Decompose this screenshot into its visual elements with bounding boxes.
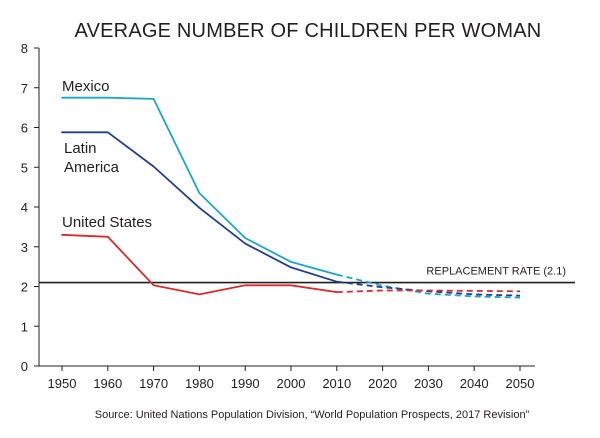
x-tick-label: 1980 <box>185 376 214 391</box>
x-axis: 1950 1960 1970 1980 1990 2000 2010 2020 2030 2040… <box>39 365 535 391</box>
replacement-rate-reference: REPLACEMENT RATE (2.1) <box>39 266 575 284</box>
y-tick-label: 1 <box>21 319 28 334</box>
series-line-historical <box>61 131 338 283</box>
series-labels: Mexico Latin America United States <box>62 78 152 231</box>
series-line-projection <box>336 273 521 299</box>
series-line-historical <box>61 233 338 296</box>
x-tick-label: 2020 <box>368 376 397 391</box>
series-mexico <box>61 96 521 299</box>
series-label: Mexico <box>62 78 110 95</box>
x-tick-label: 1960 <box>93 376 122 391</box>
y-tick-label: 3 <box>21 240 28 255</box>
series-line-projection <box>336 289 521 293</box>
y-tick-label: 5 <box>21 160 28 175</box>
series-label: Latin <box>64 140 97 157</box>
series-united-states <box>61 233 521 296</box>
x-tick-label: 2000 <box>277 376 306 391</box>
y-tick-label: 7 <box>21 81 28 96</box>
y-tick-label: 6 <box>21 121 28 136</box>
chart-title: AVERAGE NUMBER OF CHILDREN PER WOMAN <box>75 20 542 42</box>
y-tick-label: 8 <box>21 41 28 56</box>
series-label: United States <box>62 214 152 231</box>
x-tick-label: 2030 <box>414 376 443 391</box>
y-tick-label: 0 <box>21 359 28 374</box>
x-tick-label: 2040 <box>460 376 489 391</box>
y-tick-label: 4 <box>21 200 28 215</box>
x-tick-label: 1990 <box>231 376 260 391</box>
y-tick-label: 2 <box>21 280 28 295</box>
source-note: Source: United Nations Population Divisi… <box>95 409 530 421</box>
y-axis: 0 1 2 3 4 5 6 7 8 <box>21 41 40 374</box>
x-tick-label: 1970 <box>139 376 168 391</box>
series-label: America <box>64 159 120 176</box>
replacement-rate-label: REPLACEMENT RATE (2.1) <box>426 266 566 278</box>
x-tick-label: 2050 <box>506 376 535 391</box>
x-tick-label: 1950 <box>48 376 77 391</box>
series-lines <box>61 96 521 299</box>
series-line-historical <box>61 96 338 276</box>
x-tick-label: 2010 <box>322 376 351 391</box>
